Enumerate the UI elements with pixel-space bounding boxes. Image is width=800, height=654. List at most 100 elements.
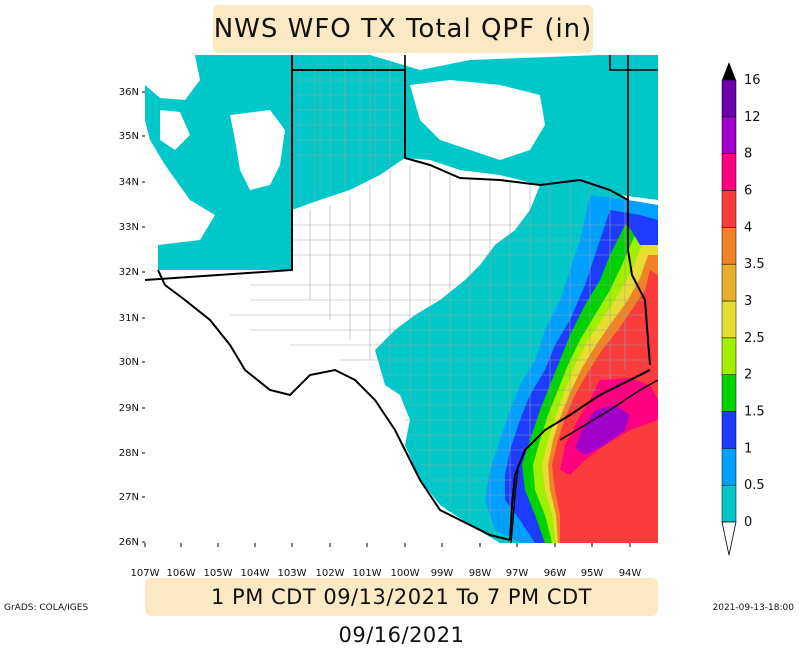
padre-island: [510, 469, 519, 543]
lat-label-31n: 31N: [119, 313, 139, 324]
lon-label-106w: 106W: [167, 568, 196, 579]
lon-label-103w: 103W: [278, 568, 307, 579]
lat-label-35n: 35N: [119, 131, 139, 142]
lon-tick: 99W: [431, 543, 454, 579]
lon-tick: 94W: [619, 543, 642, 579]
lon-tick: 96W: [544, 543, 567, 579]
lon-label-94w: 94W: [619, 568, 642, 579]
grads-credit: GrADS: COLA/IGES: [4, 603, 89, 613]
valid-period: 1 PM CDT 09/13/2021 To 7 PM CDT 09/16/20…: [211, 585, 592, 647]
lat-tick: 26N: [119, 537, 145, 548]
colorbar-legend: 0 0.5 1 1.5 2 2.5 3 3.5 4 6 8 12 16: [721, 62, 765, 556]
lon-tick: 103W: [278, 543, 307, 579]
lat-label-27n: 27N: [119, 492, 139, 503]
lon-label-100w: 100W: [391, 568, 420, 579]
lat-tick: 28N: [119, 448, 145, 459]
lon-tick: 95W: [581, 543, 604, 579]
lon-tick: 104W: [241, 543, 270, 579]
lon-label-98w: 98W: [469, 568, 492, 579]
qpf-east-strip: [628, 225, 658, 245]
lat-tick: 34N: [119, 177, 145, 188]
colorbar-level-label: 6: [744, 184, 752, 199]
colorbar-level-label: 2: [744, 368, 752, 383]
colorbar-bottom-arrow: [721, 521, 737, 556]
lat-label-36n: 36N: [119, 87, 139, 98]
lat-label-29n: 29N: [119, 403, 139, 414]
lat-tick: 35N: [119, 131, 145, 142]
lon-tick: 107W: [131, 543, 160, 579]
colorbar-level-label: 1: [744, 441, 752, 456]
colorbar-swatch: [721, 116, 737, 154]
colorbar-swatch: [721, 374, 737, 412]
lon-label-99w: 99W: [431, 568, 454, 579]
lat-label-32n: 32N: [119, 267, 139, 278]
lon-tick: 102W: [316, 543, 345, 579]
lat-label-30n: 30N: [119, 357, 139, 368]
latitude-axis: 36N 35N 34N 33N 32N 31N 30N 29N 28N 27N …: [119, 87, 145, 548]
dry-area-northwest: [145, 55, 200, 100]
lon-tick: 106W: [167, 543, 196, 579]
map-title: NWS WFO TX Total QPF (in): [213, 14, 593, 44]
colorbar-level-label: 8: [744, 147, 752, 162]
colorbar-level-label: 0: [744, 515, 752, 530]
dry-area-panhandle-south: [230, 110, 285, 190]
lat-tick: 33N: [119, 222, 145, 233]
colorbar-labels: 0 0.5 1 1.5 2 2.5 3 3.5 4 6 8 12 16: [744, 73, 765, 530]
title-banner: NWS WFO TX Total QPF (in): [213, 5, 593, 53]
colorbar-swatch: [721, 190, 737, 228]
colorbar-top-arrow: [722, 62, 736, 80]
colorbar-level-label: 1.5: [744, 405, 765, 420]
colorbar-swatches: [721, 79, 737, 523]
panhandle-counties: [299, 70, 391, 205]
lon-tick: 101W: [353, 543, 382, 579]
colorbar-swatch: [721, 300, 737, 339]
qpf-map: 36N 35N 34N 33N 32N 31N 30N 29N 28N 27N …: [119, 55, 765, 579]
dry-area-nm: [160, 110, 190, 150]
lat-label-33n: 33N: [119, 222, 139, 233]
lon-tick: 105W: [204, 543, 233, 579]
lon-label-95w: 95W: [581, 568, 604, 579]
qpf-8-12: [575, 405, 630, 455]
lat-label-26n: 26N: [119, 537, 139, 548]
lat-label-28n: 28N: [119, 448, 139, 459]
lat-tick: 27N: [119, 492, 145, 503]
colorbar-level-label: 3: [744, 294, 752, 309]
colorbar-level-label: 12: [744, 110, 761, 125]
lon-tick: 100W: [391, 543, 420, 579]
lat-tick: 29N: [119, 403, 145, 414]
colorbar-level-label: 3.5: [744, 257, 765, 272]
lon-tick: 97W: [506, 543, 529, 579]
colorbar-swatch: [721, 153, 737, 191]
lat-tick: 32N: [119, 267, 145, 278]
colorbar-level-label: 0.5: [744, 478, 765, 493]
longitude-axis: 107W 106W 105W 104W 103W 102W 101W 100W …: [131, 543, 642, 579]
county-lines: [230, 60, 648, 540]
texas-border: [145, 55, 651, 541]
dry-area-oklahoma: [410, 80, 545, 160]
state-borders: [291, 55, 658, 200]
colorbar-swatch: [721, 411, 737, 449]
colorbar-swatch: [721, 337, 737, 375]
lat-tick: 31N: [119, 313, 145, 324]
colorbar-swatch: [721, 227, 737, 265]
lon-label-96w: 96W: [544, 568, 567, 579]
colorbar-level-label: 16: [744, 73, 761, 88]
colorbar-level-label: 4: [744, 220, 752, 235]
period-banner: 1 PM CDT 09/13/2021 To 7 PM CDT 09/16/20…: [145, 578, 658, 647]
lat-label-34n: 34N: [119, 177, 139, 188]
lon-label-105w: 105W: [204, 568, 233, 579]
colorbar-level-label: 2.5: [744, 331, 765, 346]
lon-tick: 98W: [469, 543, 492, 579]
run-timestamp: 2021-09-13-18:00: [712, 603, 795, 613]
colorbar-swatch: [721, 79, 737, 118]
lat-tick: 30N: [119, 357, 145, 368]
galveston-coast: [559, 379, 658, 441]
lat-tick: 36N: [119, 87, 145, 98]
lon-label-107w: 107W: [131, 568, 160, 579]
colorbar-swatch: [721, 448, 737, 486]
lon-label-102w: 102W: [316, 568, 345, 579]
lon-label-97w: 97W: [506, 568, 529, 579]
map-panel: [145, 55, 658, 543]
colorbar-swatch: [721, 484, 737, 523]
lon-label-101w: 101W: [353, 568, 382, 579]
